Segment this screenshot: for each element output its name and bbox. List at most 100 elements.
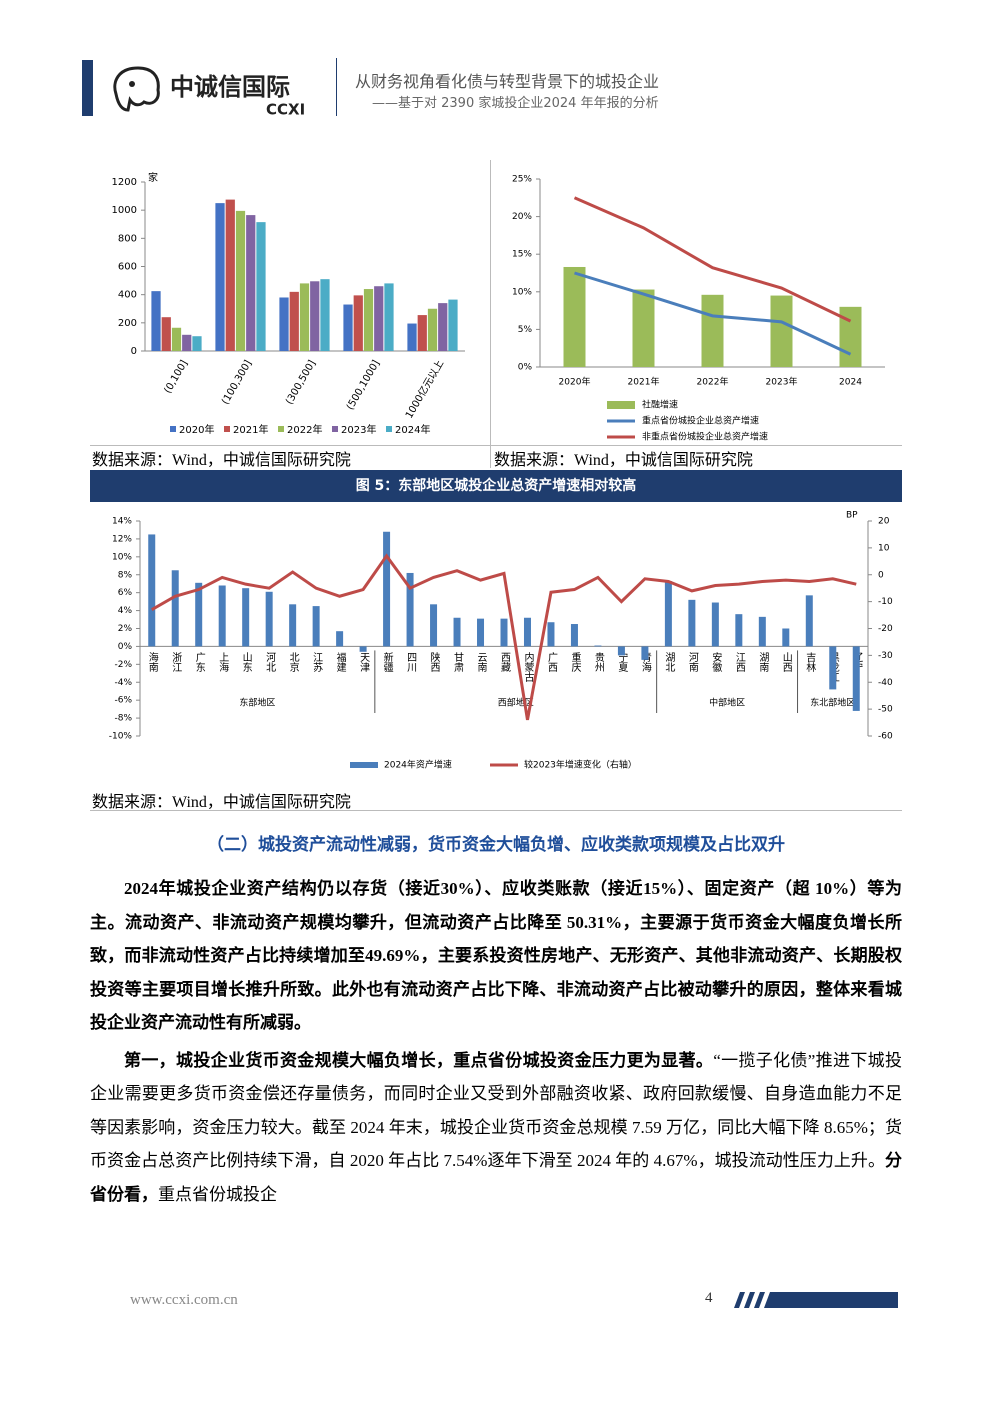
x-tick-label: 湖北	[663, 652, 675, 672]
bar	[448, 299, 458, 351]
legend-label: 2021年	[233, 423, 268, 436]
y-tick-label: 400	[118, 290, 137, 301]
y-tick-label: 6%	[118, 588, 133, 598]
chart-growth-comparison: 0% 5% 10% 15% 20% 25% 2020年 2021年 2022年 2023年 2024…	[512, 175, 885, 443]
bar	[406, 572, 414, 647]
bar	[374, 286, 384, 351]
y2-tick-label: -40	[878, 678, 893, 688]
y-tick-label: 1200	[112, 177, 137, 188]
x-tick-label: 云南	[475, 652, 487, 672]
x-tick-label: 内蒙古	[522, 651, 534, 683]
x-tick-label: 2022年	[697, 376, 729, 388]
bar	[265, 591, 273, 647]
stripe	[734, 1292, 745, 1308]
y-tick-label: 5%	[518, 325, 533, 335]
bar	[242, 588, 250, 647]
line	[150, 553, 857, 721]
line	[574, 271, 852, 356]
y2-tick-label: 0	[878, 570, 884, 580]
legend-swatch	[386, 426, 392, 432]
rule	[90, 445, 902, 446]
bar	[218, 585, 226, 647]
footer-url: www.ccxi.com.cn	[130, 1292, 238, 1308]
bar	[195, 582, 203, 647]
x-tick-label: 安徽	[710, 651, 722, 673]
x-tick-label: 福建	[334, 651, 346, 672]
bar	[289, 291, 299, 351]
bar	[523, 617, 531, 647]
y-tick-label: 0%	[518, 363, 533, 373]
group-label: 东部地区	[239, 697, 275, 709]
group-label: 中部地区	[709, 697, 745, 709]
bar	[427, 308, 438, 351]
y2-tick-label: -10	[878, 597, 893, 607]
x-tick-label: 重庆	[569, 651, 581, 673]
y-tick-label: 600	[118, 262, 137, 273]
rule	[90, 810, 902, 811]
bar	[453, 617, 461, 647]
x-tick-label: 山东	[240, 652, 252, 672]
y2-tick-label: -30	[878, 651, 893, 661]
line	[573, 196, 852, 323]
x-tick-label: 甘肃	[452, 651, 464, 673]
y-tick-label: 0%	[118, 642, 133, 652]
figure-title: 图 5：东部地区城投企业总资产增速相对较高	[90, 470, 902, 502]
y-tick-label: 14%	[112, 517, 132, 527]
bar	[171, 570, 179, 647]
x-tick-label: 河南	[686, 652, 698, 672]
y-tick-label: -4%	[114, 678, 132, 688]
body-text: 2024年城投企业资产结构仍以存货（接近30%）、应收类账款（接近15%）、固定…	[90, 872, 902, 1215]
bar	[782, 628, 790, 647]
bar	[256, 222, 266, 351]
logo-en: CCXI	[266, 101, 305, 119]
x-tick-label: 2021年	[628, 376, 660, 388]
legend-swatch	[607, 401, 635, 409]
x-tick-label: 浙江	[170, 652, 182, 672]
bar	[829, 646, 837, 690]
stripe	[744, 1292, 755, 1308]
bar	[151, 291, 161, 351]
bar	[363, 289, 374, 351]
bar	[383, 531, 391, 647]
y-tick-label: 4%	[118, 606, 133, 616]
legend-label: 重点省份城投企业总资产增速	[642, 415, 759, 427]
bar	[500, 618, 508, 647]
x-tick-label: 宁夏	[616, 651, 628, 672]
bar	[617, 646, 625, 656]
bar	[299, 283, 310, 351]
source: 数据来源：Wind，中诚信国际研究院	[494, 452, 753, 469]
group-label: 东北部地区	[810, 697, 855, 709]
footer-bar	[764, 1292, 898, 1308]
y-tick-label: 0	[131, 346, 137, 357]
x-tick-label: 广东	[193, 652, 205, 672]
logo-text: 中诚信国际	[170, 73, 290, 101]
bar	[641, 646, 649, 660]
source: 数据来源：Wind，中诚信国际研究院	[92, 794, 351, 811]
y-tick-label: 12%	[112, 534, 132, 544]
bar	[312, 606, 320, 647]
y-tick-label: -8%	[114, 714, 132, 724]
legend-label: 2022年	[287, 423, 322, 436]
y-tick-label: -6%	[114, 696, 132, 706]
header-divider	[336, 58, 337, 116]
bar	[430, 604, 438, 647]
bar	[407, 323, 417, 351]
header-subtitle: ——基于对 2390 家城投企业2024 年年报的分析	[372, 96, 659, 111]
stripe	[754, 1292, 765, 1308]
x-tick-label: 江西	[733, 652, 745, 672]
x-tick-label: 2023年	[766, 376, 798, 388]
chart-province-growth: -10% -8% -6% -4% -2% 0% 2% 4% 6% 8% 10% 12% 14% -60 -5…	[109, 511, 893, 771]
y-tick-label: 20%	[512, 212, 532, 222]
x-tick-label: 吉林	[804, 652, 816, 673]
y-tick-label: -10%	[109, 732, 133, 742]
logo-eye	[129, 81, 135, 87]
source: 数据来源：Wind，中诚信国际研究院	[92, 452, 351, 469]
y-tick-label: 1000	[112, 205, 137, 216]
bar	[320, 279, 330, 351]
y-tick-label: -2%	[114, 660, 132, 670]
chart-size-distribution: 家 0 200 400 600 800 1000 1200 (0,100] (100,300] (3…	[112, 171, 465, 436]
header-bar	[82, 60, 93, 116]
y-tick-label: 10%	[512, 287, 532, 297]
x-tick-label: (500,1000]	[345, 358, 382, 412]
y-tick-label: 200	[118, 318, 137, 329]
